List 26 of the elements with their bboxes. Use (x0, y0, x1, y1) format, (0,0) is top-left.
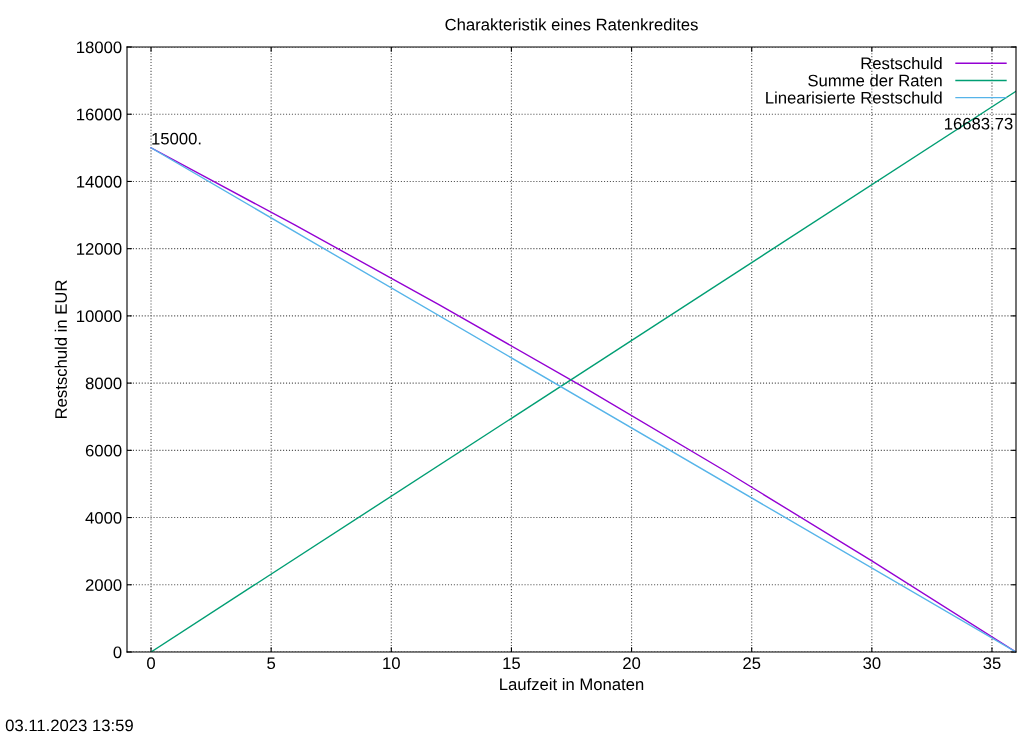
x-tick-label: 15 (503, 657, 520, 670)
y-tick-label: 10000 (77, 310, 122, 323)
chart-title: Charakteristik eines Ratenkredites (445, 18, 698, 31)
y-tick-label: 16000 (77, 108, 122, 121)
y-tick-label: 6000 (85, 444, 122, 457)
x-tick-label: 30 (863, 657, 881, 670)
y-tick-label: 14000 (77, 175, 122, 188)
annotation: 15000. (152, 132, 201, 145)
y-tick-label: 18000 (77, 41, 122, 54)
y-tick-label: 4000 (85, 511, 122, 524)
x-tick-label: 0 (147, 657, 156, 670)
y-axis-title: Restschuld in EUR (54, 280, 67, 419)
x-tick-label: 20 (623, 657, 641, 670)
y-tick-label: 2000 (85, 579, 122, 591)
y-tick-label: 8000 (85, 377, 122, 390)
x-tick-label: 25 (743, 657, 761, 670)
y-tick-label: 0 (113, 646, 122, 659)
x-tick-label: 5 (267, 657, 276, 670)
legend-label: Restschuld (861, 57, 942, 70)
legend-label: Linearisierte Restschuld (766, 91, 942, 104)
x-axis-title: Laufzeit in Monaten (500, 677, 644, 691)
legend-label: Summe der Raten (808, 74, 942, 87)
x-tick-label: 35 (983, 657, 1001, 670)
x-tick-label: 10 (383, 657, 400, 670)
text: 03.11.2023 13:59 (5, 719, 133, 732)
y-tick-label: 12000 (77, 243, 122, 255)
